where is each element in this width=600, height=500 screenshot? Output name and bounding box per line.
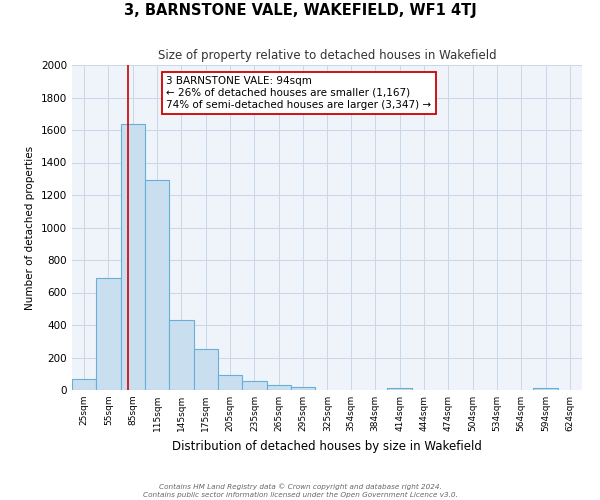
Bar [533, 388, 557, 390]
Bar [169, 320, 194, 390]
Text: Contains HM Land Registry data © Crown copyright and database right 2024.
Contai: Contains HM Land Registry data © Crown c… [143, 484, 457, 498]
Text: 3 BARNSTONE VALE: 94sqm
← 26% of detached houses are smaller (1,167)
74% of semi: 3 BARNSTONE VALE: 94sqm ← 26% of detache… [166, 76, 431, 110]
Bar [72, 378, 97, 390]
Title: Size of property relative to detached houses in Wakefield: Size of property relative to detached ho… [158, 50, 496, 62]
Bar [388, 388, 412, 390]
X-axis label: Distribution of detached houses by size in Wakefield: Distribution of detached houses by size … [172, 440, 482, 452]
Bar [291, 387, 315, 390]
Bar [266, 385, 291, 390]
Bar [194, 348, 218, 390]
Bar [97, 278, 121, 390]
Bar [121, 124, 145, 390]
Bar [145, 180, 169, 390]
Bar [218, 376, 242, 390]
Bar [242, 381, 266, 390]
Text: 3, BARNSTONE VALE, WAKEFIELD, WF1 4TJ: 3, BARNSTONE VALE, WAKEFIELD, WF1 4TJ [124, 2, 476, 18]
Y-axis label: Number of detached properties: Number of detached properties [25, 146, 35, 310]
